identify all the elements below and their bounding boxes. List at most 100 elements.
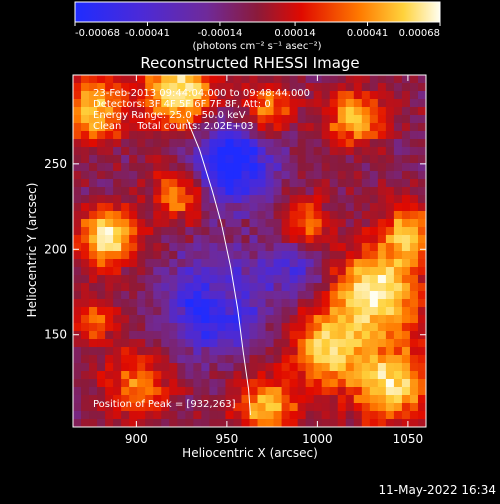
heatmap-cell — [113, 283, 122, 292]
heatmap-cell — [273, 267, 283, 276]
heatmap-cell — [193, 131, 202, 140]
heatmap-cell — [321, 411, 331, 420]
heatmap-cell — [121, 163, 130, 172]
heatmap-cell — [105, 283, 114, 292]
heatmap-cell — [185, 403, 194, 412]
heatmap-cell — [313, 187, 323, 196]
heatmap-cell — [233, 243, 243, 252]
heatmap-cell — [265, 115, 275, 124]
heatmap-cell — [281, 147, 291, 156]
heatmap-cell — [81, 155, 90, 164]
heatmap-cell — [105, 219, 114, 228]
heatmap-cell — [105, 131, 114, 140]
heatmap-cell — [129, 419, 138, 427]
heatmap-cell — [161, 395, 170, 404]
heatmap-cell — [225, 155, 235, 164]
heatmap-cell — [121, 363, 130, 372]
heatmap-cell — [329, 163, 339, 172]
heatmap-cell — [385, 107, 395, 116]
heatmap-cell — [137, 283, 146, 292]
heatmap-cell — [257, 363, 267, 372]
heatmap-cell — [89, 315, 98, 324]
heatmap-cell — [225, 147, 235, 156]
heatmap-cell — [193, 411, 202, 420]
heatmap-cell — [201, 147, 210, 156]
heatmap-cell — [361, 347, 371, 356]
heatmap-cell — [249, 211, 259, 220]
heatmap-cell — [393, 291, 403, 300]
heatmap-cell — [161, 187, 170, 196]
heatmap-cell — [273, 379, 283, 388]
heatmap-cell — [305, 275, 315, 284]
heatmap-cell — [289, 235, 299, 244]
heatmap-cell — [337, 379, 347, 388]
heatmap-cell — [177, 163, 186, 172]
heatmap-cell — [121, 395, 130, 404]
heatmap-cell — [177, 211, 186, 220]
heatmap-cell — [273, 315, 283, 324]
heatmap-cell — [249, 411, 259, 420]
heatmap-cell — [401, 411, 411, 420]
heatmap-cell — [97, 131, 106, 140]
heatmap-cell — [233, 275, 243, 284]
heatmap-cell — [129, 155, 138, 164]
heatmap-cell — [385, 291, 395, 300]
heatmap-cell — [113, 315, 122, 324]
heatmap-cell — [129, 139, 138, 148]
heatmap-cell — [89, 275, 98, 284]
heatmap-cell — [193, 75, 202, 84]
heatmap-cell — [81, 267, 90, 276]
heatmap-cell — [385, 147, 395, 156]
heatmap-cell — [321, 419, 331, 427]
heatmap-cell — [297, 107, 307, 116]
heatmap-cell — [209, 299, 219, 308]
heatmap-cell — [265, 267, 275, 276]
heatmap-cell — [225, 99, 235, 108]
heatmap-cell — [385, 395, 395, 404]
heatmap-cell — [89, 139, 98, 148]
heatmap-cell — [257, 163, 267, 172]
heatmap-cell — [257, 139, 267, 148]
heatmap-cell — [305, 195, 315, 204]
heatmap-cell — [193, 203, 202, 212]
heatmap-cell — [209, 291, 219, 300]
heatmap-cell — [297, 243, 307, 252]
heatmap-cell — [241, 355, 251, 364]
heatmap-cell — [225, 339, 235, 348]
heatmap-cell — [153, 315, 162, 324]
heatmap-cell — [89, 195, 98, 204]
heatmap-cell — [257, 339, 267, 348]
heatmap-cell — [145, 403, 154, 412]
heatmap-cell — [233, 259, 243, 268]
heatmap-cell — [121, 147, 130, 156]
heatmap-cell — [225, 211, 235, 220]
heatmap-cell — [97, 251, 106, 260]
heatmap-cell — [81, 131, 90, 140]
heatmap-cell — [105, 187, 114, 196]
heatmap-cell — [105, 171, 114, 180]
heatmap-cell — [401, 347, 411, 356]
heatmap-cell — [89, 163, 98, 172]
heatmap-cell — [337, 403, 347, 412]
heatmap-cell — [329, 179, 339, 188]
heatmap-cell — [241, 99, 251, 108]
heatmap-cell — [193, 195, 202, 204]
heatmap-cell — [97, 171, 106, 180]
heatmap-cell — [201, 323, 210, 332]
annotation-block: 23-Feb-2013 09:44:04.000 to 09:48:44.000… — [93, 88, 310, 410]
heatmap-cell — [289, 219, 299, 228]
heatmap-cell — [97, 243, 106, 252]
heatmap-cell — [73, 243, 82, 252]
heatmap-cell — [313, 139, 323, 148]
heatmap-cell — [217, 139, 227, 148]
heatmap-cell — [305, 139, 315, 148]
heatmap-cell — [321, 371, 331, 380]
heatmap-cell — [377, 99, 387, 108]
heatmap-cell — [409, 107, 419, 116]
heatmap-cell — [265, 411, 275, 420]
heatmap-cell — [249, 123, 259, 132]
heatmap-cell — [113, 371, 122, 380]
heatmap-cell — [241, 179, 251, 188]
heatmap-cell — [329, 139, 339, 148]
heatmap-cell — [113, 323, 122, 332]
